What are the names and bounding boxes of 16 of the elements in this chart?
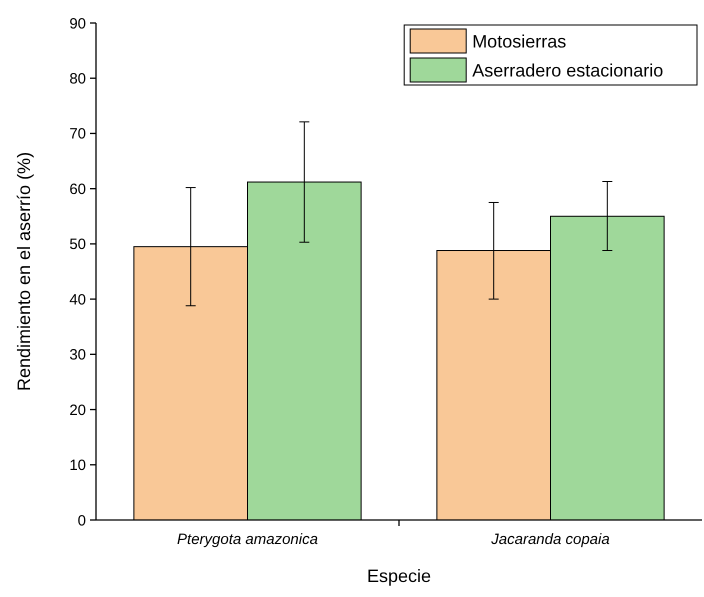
y-tick-label: 50 [69, 236, 86, 254]
x-tick-label: Jacaranda copaia [490, 531, 610, 548]
y-tick-label: 60 [69, 180, 86, 198]
legend-label: Aserradero estacionario [472, 60, 664, 80]
x-tick-label: Pterygota amazonica [177, 531, 318, 548]
y-tick-label: 30 [69, 346, 86, 364]
y-tick-label: 80 [69, 70, 86, 88]
y-tick-label: 20 [69, 402, 86, 419]
y-tick-label: 10 [69, 457, 86, 474]
y-tick-label: 90 [69, 15, 86, 32]
x-axis-title: Especie [366, 566, 432, 586]
legend-label: Motosierras [472, 31, 566, 52]
y-tick-label: 0 [78, 512, 86, 530]
y-axis-title: Rendimiento en el aserrío (%) [14, 152, 34, 392]
y-tick-label: 70 [69, 126, 86, 143]
y-tick-label: 40 [69, 291, 86, 308]
